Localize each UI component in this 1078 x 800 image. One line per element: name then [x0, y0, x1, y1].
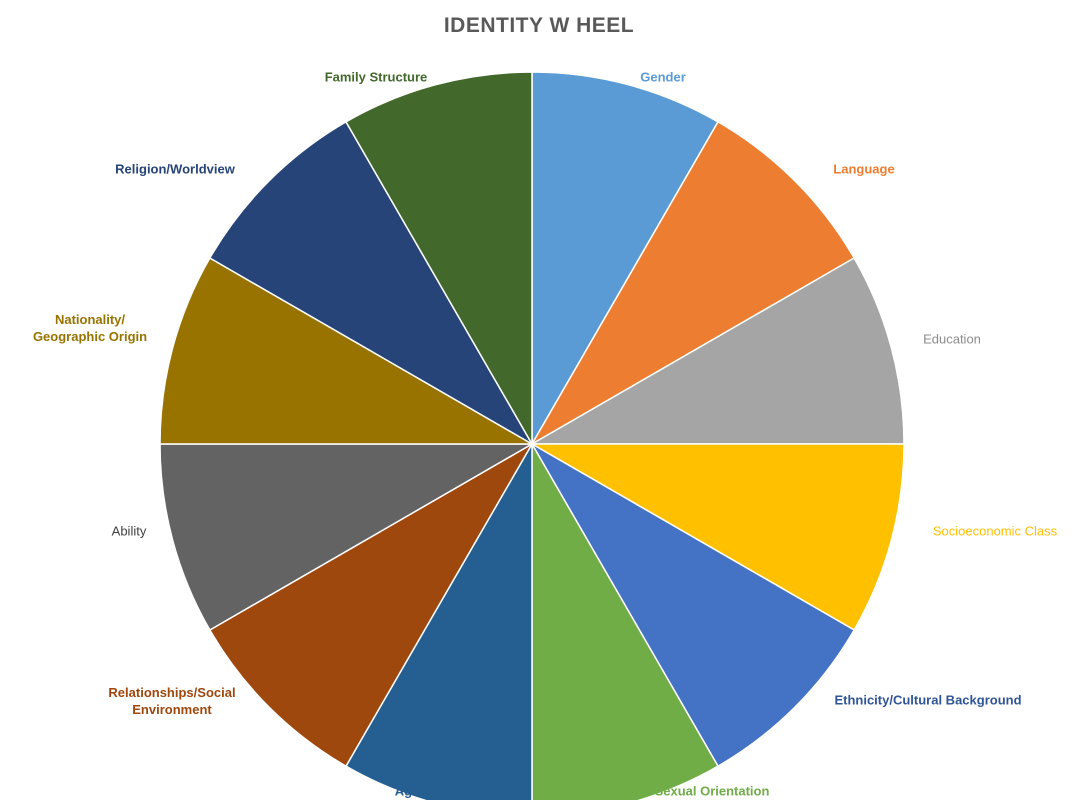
pie-slice-sexual-orientation [531, 441, 720, 800]
pie-slices [159, 71, 905, 800]
slice-label-ability: Ability [112, 523, 147, 538]
slice-label-family-structure: Family Structure [325, 69, 428, 84]
slice-label-education: Education [923, 331, 981, 346]
pie-slice-family-structure [344, 71, 533, 447]
pie-slice-ability [159, 443, 535, 632]
slice-label-sexual-orientation: Sexual Orientation [655, 783, 770, 798]
slice-label-religion-worldview: Religion/Worldview [115, 161, 236, 176]
pie-slice-relationships-social-environment [208, 441, 535, 768]
slice-label-gender: Gender [640, 69, 686, 84]
pie-slice-language [529, 120, 856, 447]
chart-title: IDENTITY W HEEL [443, 14, 635, 37]
pie-slice-education [529, 256, 905, 445]
pie-slice-ethnicity-cultural-background [529, 441, 856, 768]
slice-label-ethnicity-cultural-background: Ethnicity/Cultural Background [834, 692, 1021, 707]
pie-slice-socioeconomic-class [529, 443, 905, 632]
slice-labels: Gender Language Education Socioeconomic Cla… [33, 69, 1058, 798]
slice-label-socioeconomic-class: Socioeconomic Class [933, 523, 1058, 538]
slice-label-nationality-geographic-origin: Nationality/Geographic Origin [33, 312, 147, 344]
pie-slice-religion-worldview [208, 120, 535, 447]
pie-slice-gender [531, 71, 720, 447]
pie-slice-nationality-geographic-origin [159, 256, 535, 445]
slice-label-language: Language [833, 161, 894, 176]
pie-slice-age [344, 441, 533, 800]
slice-label-age: Age [395, 783, 420, 798]
slice-label-relationships-social-environment: Relationships/Social Environment [108, 685, 235, 717]
